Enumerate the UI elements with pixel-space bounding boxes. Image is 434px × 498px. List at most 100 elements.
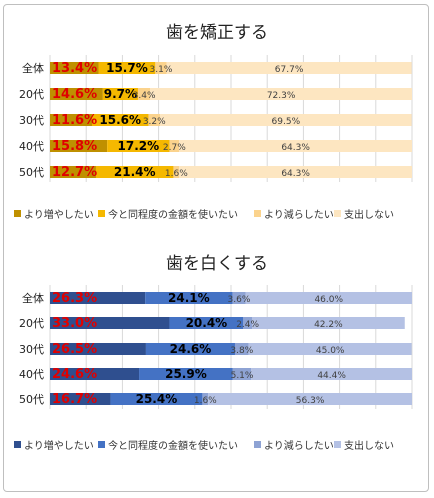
bar-segment — [251, 368, 412, 380]
data-label: 72.3% — [267, 91, 296, 101]
legend-label: 今と同程度の金額を使いたい — [108, 208, 238, 221]
bar-segment — [50, 343, 146, 355]
category-label: 20代 — [19, 88, 44, 101]
legend-swatch — [334, 441, 341, 448]
data-label: 3.4% — [133, 91, 156, 101]
data-label: 17.2% — [118, 139, 160, 153]
data-label: 15.6% — [99, 113, 141, 127]
data-label: 25.9% — [165, 367, 207, 381]
data-label: 45.0% — [316, 346, 345, 356]
data-label: 1.6% — [165, 169, 188, 179]
legend-swatch — [14, 441, 21, 448]
legend-label: 支出しない — [344, 439, 394, 452]
data-label: 1.6% — [194, 396, 217, 406]
legend-label: 支出しない — [344, 208, 394, 221]
bar-segment — [50, 62, 99, 74]
category-label: 20代 — [19, 317, 44, 330]
data-label: 56.3% — [296, 396, 325, 406]
data-label: 26.5% — [52, 342, 97, 357]
data-label: 3.1% — [150, 65, 173, 75]
bar-segment — [50, 292, 146, 304]
chart-frame — [3, 4, 429, 492]
data-label: 16.7% — [52, 392, 97, 407]
bar-segment — [145, 343, 235, 355]
legend-label: より減らしたい — [264, 208, 334, 221]
category-label: 30代 — [19, 343, 44, 356]
data-label: 42.2% — [314, 320, 343, 330]
bar-segment — [150, 88, 413, 100]
bar-segment — [179, 140, 412, 152]
data-label: 64.3% — [281, 169, 310, 179]
bar-segment — [243, 317, 252, 329]
category-label: 30代 — [19, 114, 44, 127]
legend-swatch — [254, 210, 261, 217]
bar-segment — [232, 292, 246, 304]
data-label: 11.6% — [52, 113, 97, 128]
bar-segment — [50, 393, 111, 405]
data-label: 14.6% — [52, 87, 97, 102]
data-label: 3.8% — [230, 346, 253, 356]
legend-label: より増やしたい — [24, 439, 94, 452]
data-label: 3.2% — [143, 117, 166, 127]
bar-segment — [248, 343, 412, 355]
bar-segment — [148, 114, 161, 126]
data-label: 44.4% — [317, 371, 346, 381]
category-label: 40代 — [19, 140, 44, 153]
legend-swatch — [334, 210, 341, 217]
data-label: 46.0% — [314, 295, 343, 305]
legend-swatch — [98, 210, 105, 217]
legend-label: 今と同程度の金額を使いたい — [108, 439, 238, 452]
bar-segment — [50, 368, 140, 380]
bar-segment — [251, 317, 405, 329]
data-label: 67.7% — [275, 65, 304, 75]
legend-swatch — [254, 441, 261, 448]
data-label: 3.6% — [228, 295, 251, 305]
data-label: 2.4% — [236, 320, 259, 330]
data-label: 25.4% — [136, 392, 178, 406]
data-label: 15.8% — [52, 139, 97, 154]
bar-segment — [169, 317, 244, 329]
bar-segment — [137, 88, 151, 100]
bar-segment — [139, 368, 233, 380]
bar-segment — [50, 88, 103, 100]
data-label: 15.7% — [106, 61, 148, 75]
legend-label: より増やしたい — [24, 208, 94, 221]
bar-segment — [107, 140, 170, 152]
bar-segment — [50, 114, 92, 126]
bar-segment — [166, 62, 412, 74]
bar-segment — [98, 62, 156, 74]
chart-title: 歯を矯正する — [166, 23, 268, 43]
data-label: 24.6% — [52, 367, 97, 382]
bar-segment — [110, 393, 203, 405]
bar-segment — [145, 292, 233, 304]
bar-segment — [160, 114, 412, 126]
bar-segment — [179, 166, 412, 178]
bar-segment — [169, 140, 180, 152]
category-label: 全体 — [22, 61, 44, 75]
category-label: 全体 — [22, 291, 44, 305]
bar-segment — [208, 393, 412, 405]
category-label: 50代 — [19, 393, 44, 406]
data-label: 20.4% — [186, 316, 228, 330]
data-label: 33.0% — [52, 316, 97, 331]
category-label: 40代 — [19, 368, 44, 381]
data-label: 26.3% — [52, 291, 97, 306]
bar-segment — [173, 166, 180, 178]
data-label: 24.1% — [168, 291, 210, 305]
category-label: 50代 — [19, 166, 44, 179]
bar-segment — [50, 317, 170, 329]
bar-segment — [245, 292, 412, 304]
legend-label: より減らしたい — [264, 439, 334, 452]
data-label: 13.4% — [52, 61, 97, 76]
bar-segment — [102, 88, 138, 100]
data-label: 24.6% — [170, 342, 212, 356]
bar-segment — [95, 166, 174, 178]
data-label: 21.4% — [114, 165, 156, 179]
bar-segment — [155, 62, 167, 74]
legend-swatch — [14, 210, 21, 217]
bar-segment — [50, 140, 108, 152]
data-label: 69.5% — [272, 117, 301, 127]
bar-segment — [232, 368, 252, 380]
legend-swatch — [98, 441, 105, 448]
